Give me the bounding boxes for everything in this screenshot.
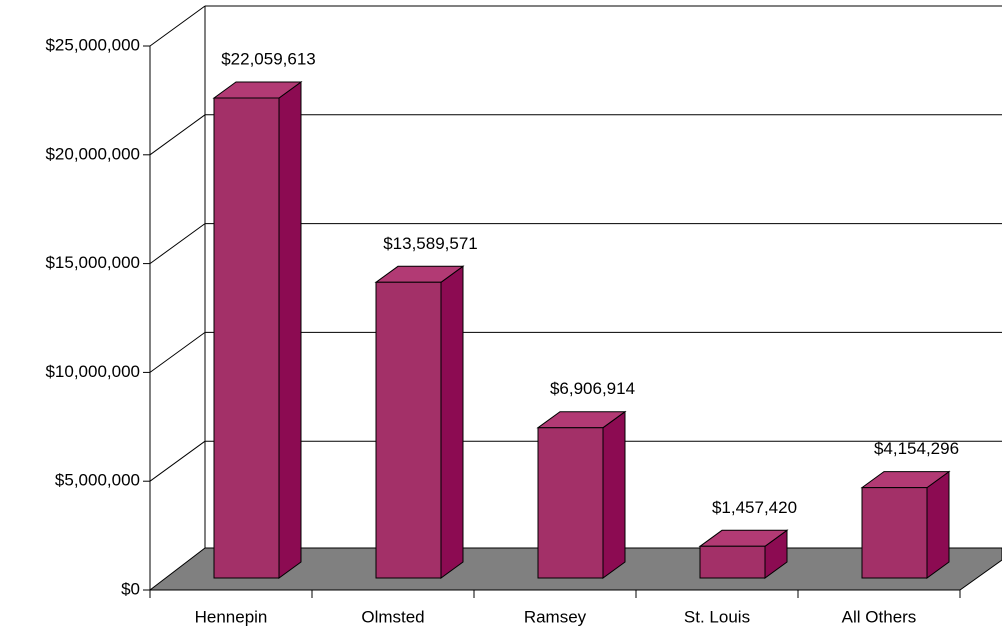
bar-side bbox=[602, 410, 626, 579]
bar-side bbox=[278, 81, 302, 579]
x-tick-label: All Others bbox=[842, 607, 917, 626]
y-tick-label: $0 bbox=[121, 579, 140, 598]
y-tick-label: $25,000,000 bbox=[45, 35, 140, 54]
y-tick-label: $15,000,000 bbox=[45, 253, 140, 272]
y-tick-label: $10,000,000 bbox=[45, 362, 140, 381]
grid-line-side bbox=[149, 440, 206, 482]
data-label: $1,457,420 bbox=[712, 498, 797, 517]
bar-side bbox=[926, 470, 950, 579]
grid-line-side bbox=[149, 5, 206, 47]
bar-side bbox=[440, 265, 464, 579]
bar-front bbox=[375, 281, 442, 579]
x-tick-label: Ramsey bbox=[524, 607, 587, 626]
bar bbox=[860, 470, 951, 579]
x-tick-label: Olmsted bbox=[361, 607, 424, 626]
grid-line-side bbox=[149, 114, 206, 156]
bar bbox=[212, 81, 303, 579]
bar-front bbox=[699, 545, 766, 579]
x-tick-label: Hennepin bbox=[195, 607, 268, 626]
bar bbox=[374, 265, 465, 579]
data-label: $13,589,571 bbox=[383, 234, 478, 253]
data-label: $22,059,613 bbox=[221, 49, 316, 68]
grid-line-side bbox=[149, 223, 206, 265]
grid-line-side bbox=[149, 331, 206, 373]
bar bbox=[698, 529, 789, 579]
x-tick-label: St. Louis bbox=[684, 607, 750, 626]
bar-front bbox=[213, 97, 280, 579]
bar-front bbox=[861, 487, 928, 579]
data-label: $4,154,296 bbox=[874, 439, 959, 458]
bar-front bbox=[537, 427, 604, 579]
y-tick-label: $5,000,000 bbox=[55, 471, 140, 490]
bar bbox=[536, 410, 627, 579]
y-tick-label: $20,000,000 bbox=[45, 144, 140, 163]
data-label: $6,906,914 bbox=[550, 379, 635, 398]
